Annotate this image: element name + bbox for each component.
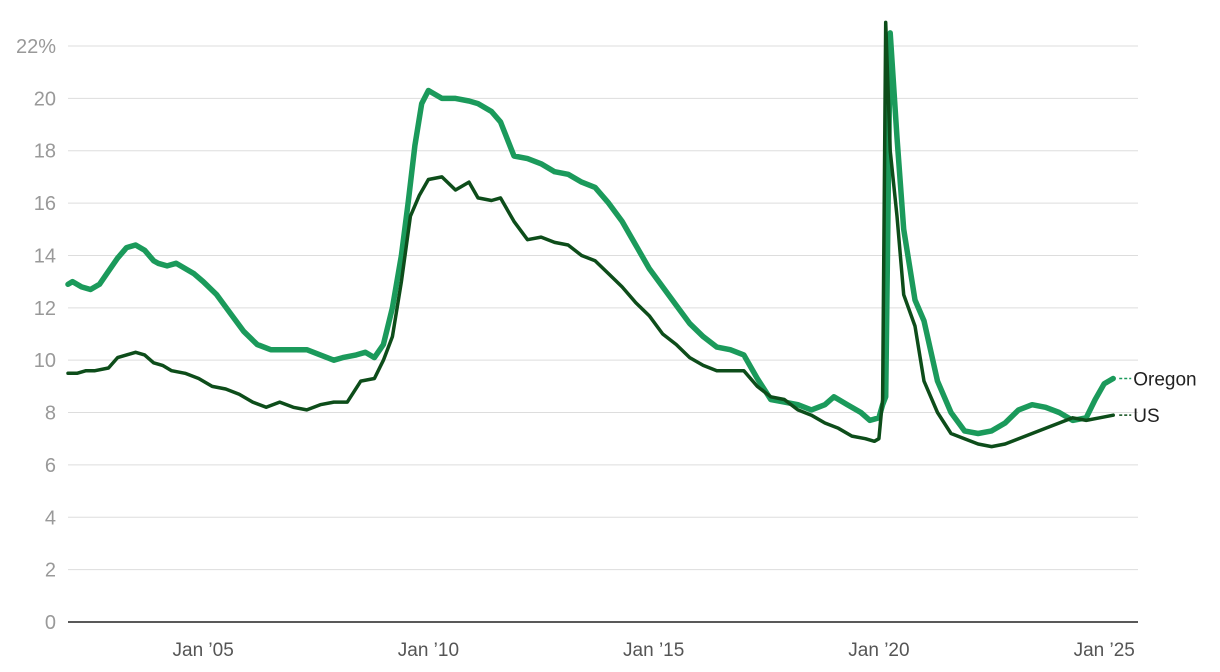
- y-tick-label: 8: [45, 403, 56, 425]
- y-axis-tick-labels: 0 2 4 6 8 10 12 14 16 18 20 22%: [16, 36, 56, 634]
- y-tick-label: 18: [34, 141, 56, 163]
- y-tick-label: 16: [34, 193, 56, 215]
- x-tick-label: Jan ’10: [398, 640, 459, 661]
- y-tick-label: 14: [34, 245, 56, 267]
- x-tick-label: Jan ’05: [173, 640, 234, 661]
- y-tick-label: 20: [34, 88, 56, 110]
- y-tick-label: 0: [45, 612, 56, 634]
- y-tick-label: 22%: [16, 36, 56, 58]
- end-label-us: US: [1133, 406, 1159, 427]
- y-tick-label: 4: [45, 507, 56, 529]
- x-tick-label: Jan ’15: [623, 640, 684, 661]
- x-tick-label: Jan ’25: [1074, 640, 1135, 661]
- series-line-us: [66, 20, 1115, 449]
- y-tick-label: 2: [45, 560, 56, 582]
- end-label-oregon: Oregon: [1133, 370, 1196, 391]
- x-axis-tick-labels: Jan ’05 Jan ’10 Jan ’15 Jan ’20 Jan ’25: [173, 640, 1135, 661]
- y-tick-label: 12: [34, 298, 56, 320]
- series-lines: [65, 20, 1116, 449]
- series-line-oregon: [65, 30, 1116, 437]
- x-tick-label: Jan ’20: [848, 640, 909, 661]
- y-tick-label: 6: [45, 455, 56, 477]
- y-tick-label: 10: [34, 350, 56, 372]
- gridlines: [68, 45, 1138, 571]
- series-end-labels: Oregon US: [1119, 370, 1197, 427]
